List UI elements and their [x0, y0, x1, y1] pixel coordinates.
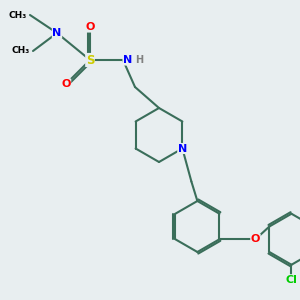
Text: O: O	[251, 234, 260, 244]
Text: N: N	[123, 55, 132, 65]
Text: S: S	[86, 53, 94, 67]
Text: O: O	[85, 22, 95, 32]
Text: Cl: Cl	[286, 275, 297, 285]
Text: H: H	[135, 55, 144, 65]
Text: CH₃: CH₃	[9, 11, 27, 20]
Text: N: N	[52, 28, 62, 38]
Text: N: N	[178, 143, 187, 154]
Text: CH₃: CH₃	[12, 46, 30, 56]
Text: O: O	[61, 79, 71, 89]
